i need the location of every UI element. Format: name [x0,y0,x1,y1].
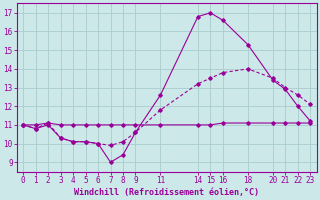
X-axis label: Windchill (Refroidissement éolien,°C): Windchill (Refroidissement éolien,°C) [74,188,259,197]
